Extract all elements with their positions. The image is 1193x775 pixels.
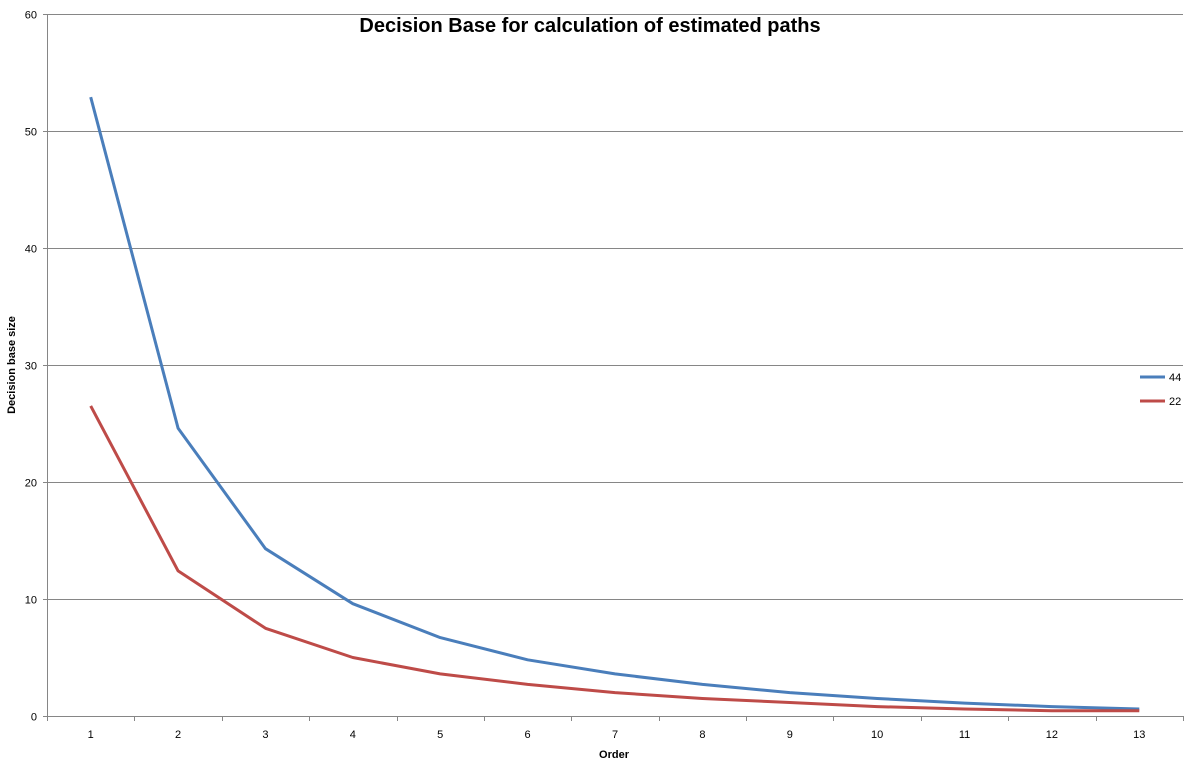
x-tick-label: 8 xyxy=(699,729,705,741)
legend-label: 22 xyxy=(1169,396,1181,408)
x-tick-label: 12 xyxy=(1046,729,1058,741)
x-tick-label: 4 xyxy=(350,729,356,741)
y-axis-title: Decision base size xyxy=(6,316,18,414)
y-tick-label: 30 xyxy=(25,361,37,373)
x-tick-label: 10 xyxy=(871,729,883,741)
y-tick-label: 50 xyxy=(25,127,37,139)
chart-title: Decision Base for calculation of estimat… xyxy=(359,15,820,37)
x-tick-label: 7 xyxy=(612,729,618,741)
series-lines xyxy=(89,96,1140,713)
x-tick-label: 6 xyxy=(525,729,531,741)
x-tick-label: 11 xyxy=(959,729,970,741)
legend: 44 22 xyxy=(1140,372,1181,408)
x-tick-label: 1 xyxy=(88,729,94,741)
series-line-22 xyxy=(89,405,1140,713)
x-axis-title: Order xyxy=(599,749,630,761)
x-tick-label: 2 xyxy=(175,729,181,741)
x-tick-label: 3 xyxy=(262,729,268,741)
y-tick-label: 40 xyxy=(25,244,37,256)
y-tick-label: 10 xyxy=(25,595,37,607)
series-line-44 xyxy=(89,96,1140,711)
x-tick-label: 13 xyxy=(1133,729,1145,741)
y-tick-label: 20 xyxy=(25,478,37,490)
legend-label: 44 xyxy=(1169,372,1181,384)
gridlines xyxy=(47,14,1183,600)
x-tick-label: 5 xyxy=(437,729,443,741)
y-tick-label: 0 xyxy=(31,712,37,724)
x-tick-label: 9 xyxy=(787,729,793,741)
y-tick-label: 60 xyxy=(25,10,37,22)
